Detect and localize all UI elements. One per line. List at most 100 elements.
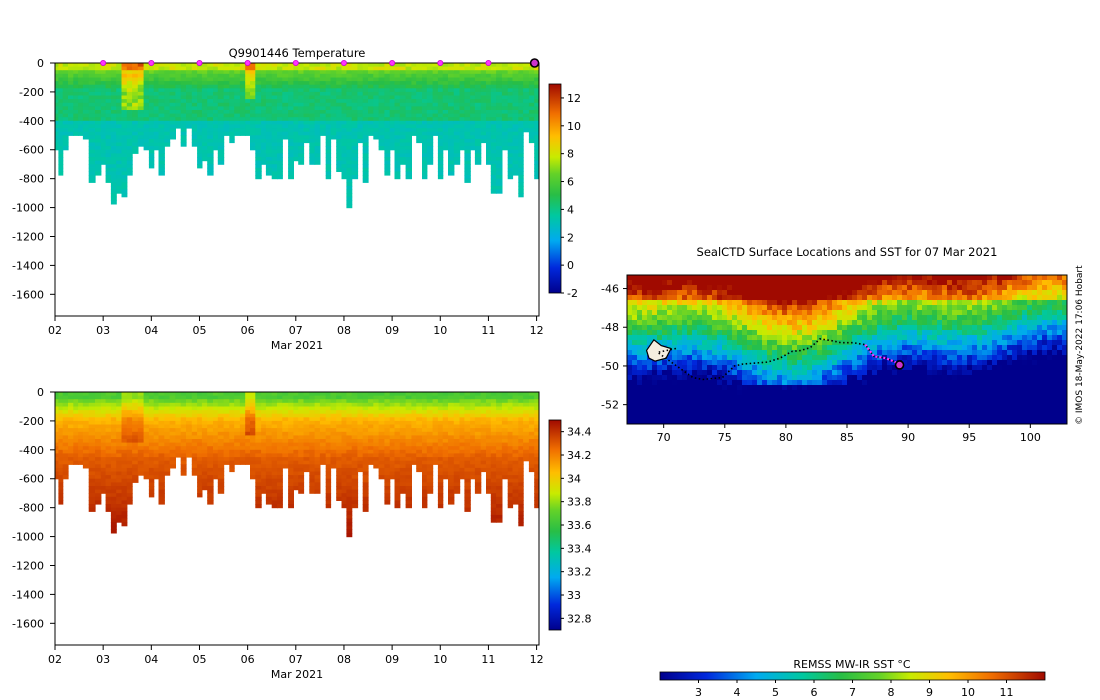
temperature-cell: [293, 99, 299, 104]
salinity-cell: [213, 431, 219, 436]
temperature-cell: [490, 113, 497, 118]
salinity-cell: [229, 464, 235, 469]
temperature-cell: [261, 84, 267, 89]
salinity-cell: [518, 500, 524, 505]
salinity-cell: [245, 406, 251, 411]
temperature-cell: [197, 73, 203, 78]
salinity-cell: [277, 504, 283, 509]
temperature-cell: [464, 124, 471, 129]
temperature-cell: [490, 182, 497, 187]
temperature-cell: [88, 120, 96, 125]
temperature-cell: [132, 63, 139, 68]
temperature-cell: [132, 113, 139, 118]
temperature-cell: [474, 106, 482, 111]
temperature-cell: [523, 117, 530, 122]
temperature-cell: [399, 88, 407, 93]
temperature-cell: [277, 84, 283, 89]
temperature-cell: [180, 63, 187, 68]
temperature-cell: [325, 81, 332, 86]
surface-marker: [340, 60, 347, 67]
salinity-cell: [501, 410, 509, 415]
salinity-cell: [384, 417, 391, 422]
salinity-cell: [373, 395, 380, 400]
temperature-cell: [271, 66, 278, 71]
temperature-cell: [191, 113, 198, 118]
salinity-cell: [126, 471, 133, 476]
temperature-cell: [88, 91, 96, 97]
temperature-cell: [448, 171, 455, 176]
temperature-cell: [411, 113, 417, 118]
temperature-cell: [255, 70, 262, 75]
temperature-cell: [490, 164, 497, 169]
temperature-cell: [180, 138, 187, 144]
temperature-cell: [314, 99, 321, 104]
temperature-cell: [474, 128, 482, 133]
temperature-cell: [373, 73, 380, 78]
salinity-cell: [265, 395, 273, 400]
temperature-cell: [507, 164, 514, 169]
temperature-cell: [432, 91, 439, 97]
salinity-cell: [512, 496, 519, 501]
temperature-cell: [58, 131, 64, 136]
salinity-cell: [293, 428, 299, 433]
salinity-cell: [116, 410, 123, 415]
temperature-cell: [384, 106, 391, 111]
temperature-cell: [186, 113, 193, 118]
salinity-cell: [459, 442, 465, 447]
salinity-cell: [422, 489, 428, 494]
temperature-cell: [523, 95, 530, 100]
temperature-cell: [422, 138, 428, 144]
temperature-cell: [314, 106, 321, 111]
salinity-cell: [197, 482, 203, 487]
temperature-cell: [518, 142, 524, 147]
salinity-cell: [250, 431, 256, 436]
salinity-cell: [223, 410, 230, 415]
temperature-cell: [362, 167, 369, 172]
salinity-cell: [437, 410, 444, 415]
temperature-cell: [448, 131, 455, 136]
temperature-cell: [110, 110, 117, 115]
salinity-cell: [191, 442, 198, 447]
temperature-cell: [490, 110, 497, 115]
salinity-cell: [191, 464, 198, 469]
salinity-cell: [116, 406, 123, 411]
temperature-cell: [437, 73, 444, 78]
salinity-cell: [303, 420, 310, 426]
temperature-cell: [378, 120, 385, 125]
salinity-cell: [82, 431, 90, 436]
salinity-cell: [512, 464, 519, 469]
temperature-cell: [384, 138, 391, 144]
salinity-cell: [82, 410, 90, 415]
temperature-cell: [453, 146, 461, 151]
salinity-cell: [319, 399, 327, 404]
salinity-cell: [378, 402, 385, 407]
salinity-cell: [336, 435, 343, 440]
salinity-cell: [62, 392, 69, 397]
temperature-cell: [389, 124, 396, 129]
salinity-cell: [132, 478, 139, 483]
salinity-cell: [512, 471, 519, 476]
temperature-cell: [303, 117, 310, 122]
salinity-cell: [480, 424, 487, 429]
temperature-cell: [191, 110, 198, 115]
salinity-cell: [175, 428, 182, 433]
temperature-cell: [442, 124, 449, 129]
temperature-cell: [95, 70, 102, 75]
temperature-cell: [121, 153, 128, 158]
temperature-cell: [121, 175, 128, 180]
salinity-cell: [121, 518, 128, 523]
temperature-cell: [368, 128, 374, 133]
temperature-cell: [448, 77, 455, 82]
temperature-cell: [62, 77, 69, 82]
temperature-cell: [394, 167, 401, 172]
salinity-cell: [55, 475, 59, 480]
salinity-cell: [255, 449, 262, 454]
temperature-cell: [357, 70, 364, 75]
temperature-cell: [534, 128, 539, 133]
surface-marker: [437, 60, 444, 67]
temperature-cell: [422, 99, 428, 104]
salinity-cell: [191, 402, 198, 407]
salinity-cell: [357, 442, 364, 447]
salinity-cell: [293, 399, 299, 404]
salinity-cell: [158, 402, 165, 407]
